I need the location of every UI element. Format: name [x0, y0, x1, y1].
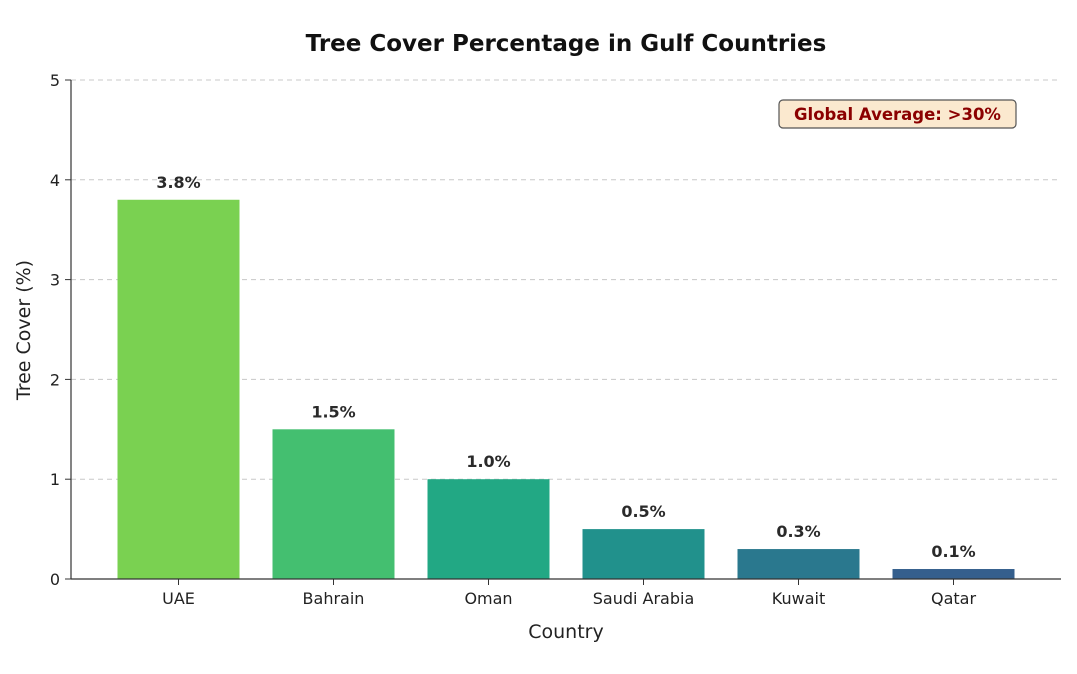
bars: [117, 199, 1015, 579]
y-tick-label: 2: [50, 370, 60, 389]
bar-uae: [117, 199, 240, 579]
y-axis-label: Tree Cover (%): [13, 260, 35, 401]
y-tick-label: 0: [50, 570, 60, 589]
axes: [70, 80, 1061, 580]
x-tick-label: Bahrain: [303, 589, 365, 608]
data-label: 1.5%: [311, 402, 355, 421]
y-tick-label: 1: [50, 470, 60, 489]
bar-saudi-arabia: [582, 529, 705, 579]
data-label: 0.3%: [776, 522, 820, 541]
x-tick-label: Oman: [464, 589, 512, 608]
y-tick-label: 3: [50, 271, 60, 290]
bar-oman: [427, 479, 550, 579]
bar-qatar: [892, 569, 1015, 579]
bar-bahrain: [272, 429, 395, 579]
data-label: 3.8%: [156, 173, 200, 192]
data-label: 0.5%: [621, 502, 665, 521]
data-labels: 3.8% 1.5% 1.0% 0.5% 0.3% 0.1%: [156, 173, 975, 561]
y-ticks: 0 1 2 3 4 5: [50, 71, 71, 589]
global-average-annotation: Global Average: >30%: [778, 99, 1017, 129]
x-tick-label: Kuwait: [772, 589, 825, 608]
annotation-box: [778, 99, 1017, 129]
x-axis-label: Country: [528, 621, 603, 643]
x-tick-label: Qatar: [931, 589, 976, 608]
data-label: 0.1%: [931, 542, 975, 561]
chart-title: Tree Cover Percentage in Gulf Countries: [306, 31, 827, 57]
data-label: 1.0%: [466, 452, 510, 471]
annotation-text: Global Average: >30%: [794, 105, 1001, 124]
y-tick-label: 5: [50, 71, 60, 90]
x-tick-label: Saudi Arabia: [593, 589, 695, 608]
x-tick-label: UAE: [162, 589, 195, 608]
y-tick-label: 4: [50, 171, 60, 190]
bar-kuwait: [737, 549, 860, 579]
x-ticks: UAE Bahrain Oman Saudi Arabia Kuwait Qatar: [162, 579, 976, 608]
